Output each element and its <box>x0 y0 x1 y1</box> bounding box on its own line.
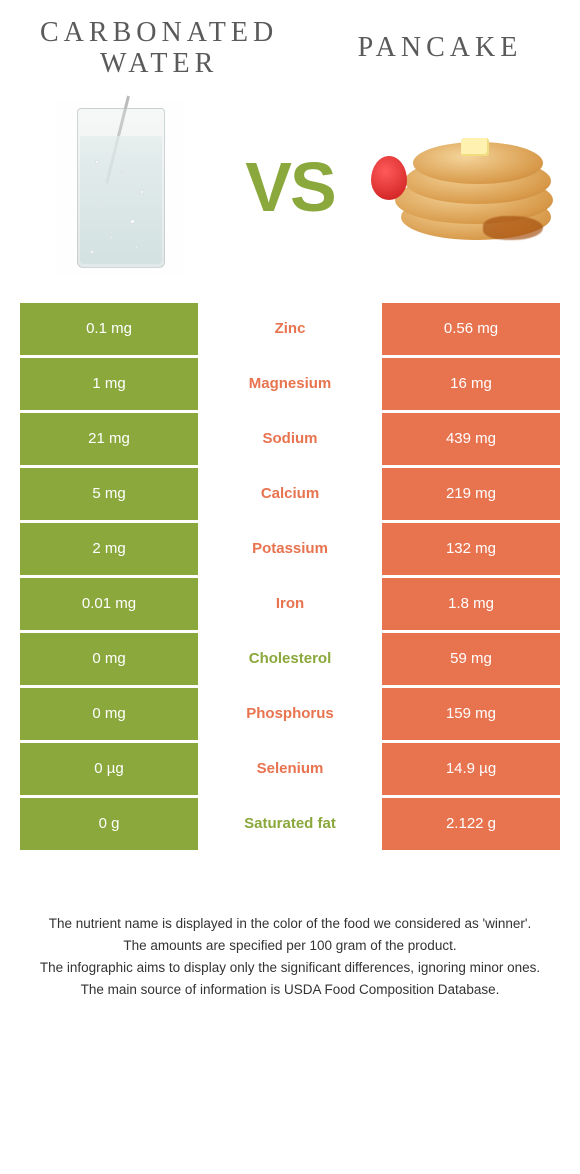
right-food-image <box>360 100 560 275</box>
nutrient-label: Potassium <box>198 523 382 575</box>
footer-line: The infographic aims to display only the… <box>32 958 548 978</box>
left-value: 0 mg <box>20 688 198 740</box>
table-row: 0.01 mgIron1.8 mg <box>20 578 560 630</box>
footer-line: The amounts are specified per 100 gram o… <box>32 936 548 956</box>
right-value: 14.9 µg <box>382 743 560 795</box>
right-value: 159 mg <box>382 688 560 740</box>
table-row: 0 mgPhosphorus159 mg <box>20 688 560 740</box>
left-value: 0 mg <box>20 633 198 685</box>
nutrient-label: Cholesterol <box>198 633 382 685</box>
left-value: 0 g <box>20 798 198 850</box>
right-food-title: PANCAKE <box>340 33 540 64</box>
footer-line: The main source of information is USDA F… <box>32 980 548 1000</box>
left-value: 0.01 mg <box>20 578 198 630</box>
nutrient-label: Calcium <box>198 468 382 520</box>
left-value: 21 mg <box>20 413 198 465</box>
right-value: 219 mg <box>382 468 560 520</box>
nutrient-label: Iron <box>198 578 382 630</box>
left-food-image <box>20 100 220 275</box>
nutrient-label: Zinc <box>198 303 382 355</box>
table-row: 2 mgPotassium132 mg <box>20 523 560 575</box>
right-value: 2.122 g <box>382 798 560 850</box>
table-row: 5 mgCalcium219 mg <box>20 468 560 520</box>
footer-line: The nutrient name is displayed in the co… <box>32 914 548 934</box>
left-value: 0 µg <box>20 743 198 795</box>
right-value: 59 mg <box>382 633 560 685</box>
table-row: 0 gSaturated fat2.122 g <box>20 798 560 850</box>
nutrient-label: Saturated fat <box>198 798 382 850</box>
vs-label: VS <box>245 147 334 227</box>
nutrient-label: Sodium <box>198 413 382 465</box>
table-row: 0 µgSelenium14.9 µg <box>20 743 560 795</box>
table-row: 21 mgSodium439 mg <box>20 413 560 465</box>
left-food-title: CARBONATED WATER <box>40 18 278 80</box>
right-value: 16 mg <box>382 358 560 410</box>
comparison-images: VS <box>0 80 580 303</box>
right-value: 0.56 mg <box>382 303 560 355</box>
nutrition-table: 0.1 mgZinc0.56 mg1 mgMagnesium16 mg21 mg… <box>20 303 560 850</box>
left-value: 2 mg <box>20 523 198 575</box>
left-value: 1 mg <box>20 358 198 410</box>
header: CARBONATED WATER PANCAKE <box>0 0 580 80</box>
nutrient-label: Selenium <box>198 743 382 795</box>
nutrient-label: Magnesium <box>198 358 382 410</box>
right-value: 439 mg <box>382 413 560 465</box>
table-row: 1 mgMagnesium16 mg <box>20 358 560 410</box>
table-row: 0 mgCholesterol59 mg <box>20 633 560 685</box>
left-value: 0.1 mg <box>20 303 198 355</box>
right-value: 132 mg <box>382 523 560 575</box>
footer-notes: The nutrient name is displayed in the co… <box>32 914 548 1001</box>
table-row: 0.1 mgZinc0.56 mg <box>20 303 560 355</box>
right-value: 1.8 mg <box>382 578 560 630</box>
left-value: 5 mg <box>20 468 198 520</box>
nutrient-label: Phosphorus <box>198 688 382 740</box>
